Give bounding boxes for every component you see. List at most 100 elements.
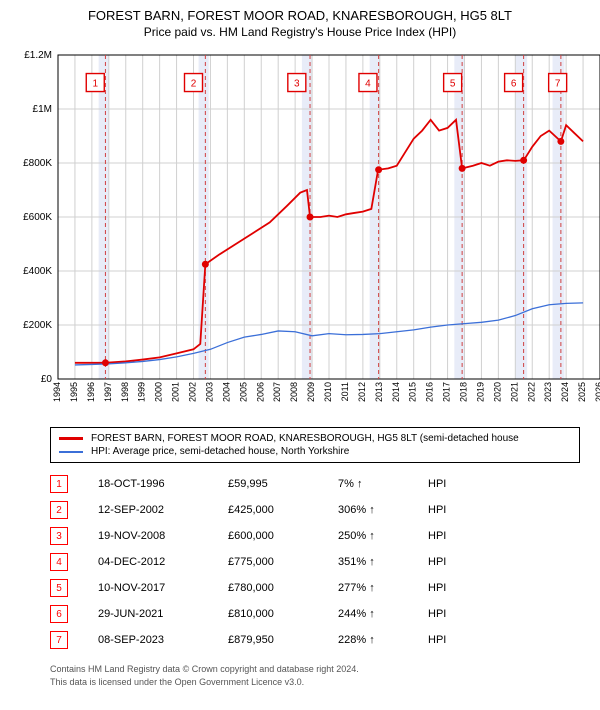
transaction-row: 1 18-OCT-1996£59,9957% ↑HPI [50,471,590,497]
svg-text:2020: 2020 [492,382,502,402]
transaction-badge: 2 [50,501,68,519]
transaction-date: 10-NOV-2017 [98,582,228,594]
transaction-price: £600,000 [228,530,338,542]
svg-text:2004: 2004 [221,382,231,402]
svg-text:2003: 2003 [204,382,214,402]
transaction-row: 510-NOV-2017£780,000277% ↑HPI [50,575,590,601]
svg-text:2002: 2002 [188,382,198,402]
chart-area: £0 £200K £400K £600K £800K £1M £1.2M 1994 1995 19… [10,49,590,419]
transaction-date: 19-NOV-2008 [98,530,228,542]
legend-row: FOREST BARN, FOREST MOOR ROAD, KNARESBOR… [59,432,571,445]
transaction-badge: 5 [50,579,68,597]
svg-text:2023: 2023 [543,382,553,402]
transaction-hpi-label: HPI [428,582,446,594]
svg-text:2000: 2000 [154,382,164,402]
transaction-price: £879,950 [228,634,338,646]
svg-text:2013: 2013 [374,382,384,402]
legend-label: FOREST BARN, FOREST MOOR ROAD, KNARESBOR… [91,433,519,444]
transaction-badge: 4 [50,553,68,571]
chart-container: FOREST BARN, FOREST MOOR ROAD, KNARESBOR… [0,0,600,700]
transaction-pct: 228% ↑ [338,634,428,646]
transaction-badge: 3 [50,527,68,545]
transaction-price: £810,000 [228,608,338,620]
svg-text:1994: 1994 [52,382,62,402]
transaction-hpi-label: HPI [428,504,446,516]
svg-text:2022: 2022 [526,382,536,402]
svg-text:2021: 2021 [509,382,519,402]
transaction-hpi-label: HPI [428,556,446,568]
transaction-date: 18-OCT-1996 [98,478,228,490]
legend-swatch [59,451,83,453]
legend-box: FOREST BARN, FOREST MOOR ROAD, KNARESBOR… [50,427,580,463]
svg-text:2018: 2018 [459,382,469,402]
transaction-pct: 277% ↑ [338,582,428,594]
legend-swatch [59,437,83,440]
transaction-price: £775,000 [228,556,338,568]
transaction-pct: 7% ↑ [338,478,428,490]
svg-text:2019: 2019 [475,382,485,402]
svg-text:2010: 2010 [323,382,333,402]
svg-text:2005: 2005 [238,382,248,402]
transaction-badge: 1 [50,475,68,493]
svg-text:2: 2 [191,79,197,90]
svg-text:2011: 2011 [340,382,350,401]
svg-text:7: 7 [555,79,561,90]
svg-text:2001: 2001 [171,382,181,402]
svg-text:1: 1 [92,79,98,90]
transaction-price: £425,000 [228,504,338,516]
svg-text:2026: 2026 [594,382,600,402]
svg-text:1999: 1999 [137,382,147,402]
svg-text:6: 6 [511,79,517,90]
svg-text:£1.2M: £1.2M [24,50,52,61]
svg-text:2008: 2008 [289,382,299,402]
transaction-date: 12-SEP-2002 [98,504,228,516]
svg-text:2009: 2009 [306,382,316,402]
svg-text:5: 5 [450,79,456,90]
svg-text:2006: 2006 [255,382,265,402]
svg-text:1996: 1996 [86,382,96,402]
transaction-price: £59,995 [228,478,338,490]
svg-text:1998: 1998 [120,382,130,402]
chart-title: FOREST BARN, FOREST MOOR ROAD, KNARESBOR… [10,8,590,23]
footer-line1: Contains HM Land Registry data © Crown c… [50,663,580,676]
svg-text:2016: 2016 [425,382,435,402]
transaction-date: 29-JUN-2021 [98,608,228,620]
transaction-hpi-label: HPI [428,478,446,490]
svg-text:3: 3 [294,79,300,90]
transaction-hpi-label: HPI [428,530,446,542]
svg-text:£400K: £400K [23,266,52,277]
transaction-badge: 7 [50,631,68,649]
svg-text:£200K: £200K [23,320,52,331]
svg-text:4: 4 [365,79,371,90]
svg-text:£600K: £600K [23,212,52,223]
transaction-date: 08-SEP-2023 [98,634,228,646]
svg-text:2012: 2012 [357,382,367,402]
footer-line2: This data is licensed under the Open Gov… [50,676,580,689]
legend-label: HPI: Average price, semi-detached house,… [91,446,349,457]
svg-text:£800K: £800K [23,158,52,169]
svg-text:£0: £0 [41,374,53,385]
transaction-pct: 351% ↑ [338,556,428,568]
transaction-table: 118-OCT-1996£59,9957% ↑HPI212-SEP-2002£4… [50,471,590,653]
legend-row: HPI: Average price, semi-detached house,… [59,445,571,458]
svg-text:2017: 2017 [442,382,452,402]
transaction-pct: 250% ↑ [338,530,428,542]
transaction-pct: 244% ↑ [338,608,428,620]
transaction-row: 3 19-NOV-2008£600,000250% ↑HPI [50,523,590,549]
svg-text:2025: 2025 [577,382,587,402]
transaction-row: 708-SEP-2023£879,950228% ↑HPI [50,627,590,653]
price-chart-svg: £0 £200K £400K £600K £800K £1M £1.2M 1994 1995 19… [10,49,600,419]
transaction-date: 04-DEC-2012 [98,556,228,568]
chart-subtitle: Price paid vs. HM Land Registry's House … [10,25,590,39]
svg-text:2014: 2014 [391,382,401,402]
transaction-row: 2 12-SEP-2002£425,000306% ↑HPI [50,497,590,523]
transaction-row: 629-JUN-2021£810,000244% ↑HPI [50,601,590,627]
footer-attribution: Contains HM Land Registry data © Crown c… [50,663,580,688]
svg-text:2015: 2015 [408,382,418,402]
svg-text:2024: 2024 [560,382,570,402]
svg-text:£1M: £1M [33,104,52,115]
transaction-hpi-label: HPI [428,608,446,620]
transaction-pct: 306% ↑ [338,504,428,516]
svg-text:1995: 1995 [69,382,79,402]
svg-text:2007: 2007 [272,382,282,402]
